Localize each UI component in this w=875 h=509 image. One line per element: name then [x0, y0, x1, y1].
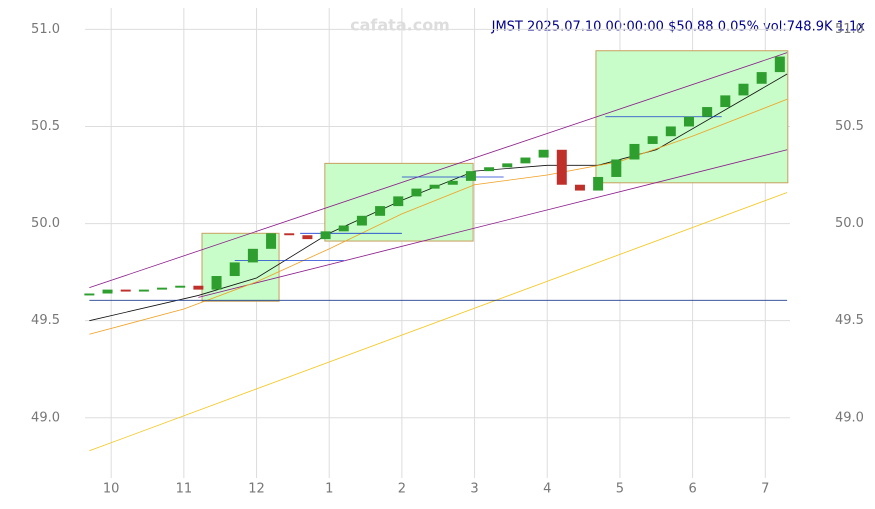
y-tick-label: 51.0	[31, 22, 60, 37]
candle	[683, 116, 694, 127]
candle	[502, 163, 513, 168]
x-tick-label: 11	[176, 482, 193, 497]
candle	[266, 233, 277, 249]
candle	[138, 289, 149, 292]
y-tick-label: 50.0	[31, 216, 60, 231]
candle	[702, 107, 713, 117]
x-tick-label: 1	[325, 482, 333, 497]
candle	[338, 225, 349, 232]
candle	[229, 262, 240, 277]
chart-title: JMST 2025.07.10 00:00:00 $50.88 0.05% vo…	[491, 20, 866, 35]
overlay-line	[198, 149, 788, 298]
overlay-line	[89, 192, 788, 452]
x-tick-label: 3	[470, 482, 478, 497]
candle	[465, 171, 476, 181]
y-tick-label-right: 49.5	[835, 313, 864, 328]
candle	[720, 95, 731, 108]
candle	[520, 157, 531, 164]
candle	[738, 83, 749, 96]
candle	[157, 287, 168, 290]
candle	[175, 285, 186, 288]
candle	[84, 293, 95, 296]
overlay-line	[89, 52, 788, 289]
candle	[647, 136, 658, 144]
candle	[611, 159, 622, 177]
overlay-line	[89, 98, 788, 335]
candle	[593, 176, 604, 191]
candle	[556, 149, 567, 185]
x-tick-label: 4	[543, 482, 551, 497]
y-tick-label-right: 50.5	[835, 119, 864, 134]
candle	[574, 184, 585, 191]
x-tick-label: 12	[248, 482, 265, 497]
x-tick-label: 6	[688, 482, 696, 497]
y-tick-label-right: 50.0	[835, 216, 864, 231]
candle	[411, 188, 422, 197]
candle	[629, 143, 640, 160]
x-tick-label: 2	[398, 482, 406, 497]
candle	[538, 149, 549, 158]
y-tick-label: 50.5	[31, 119, 60, 134]
candle	[320, 231, 331, 240]
candle	[393, 196, 404, 207]
candle	[774, 56, 785, 73]
candle	[302, 235, 313, 240]
candle	[284, 233, 295, 236]
candle	[102, 289, 113, 294]
candle	[447, 180, 458, 185]
y-tick-label: 49.0	[31, 410, 60, 425]
candle	[429, 184, 440, 189]
x-tick-label: 10	[103, 482, 120, 497]
candle	[211, 276, 222, 290]
y-tick-label-right: 51.0	[835, 22, 864, 37]
y-tick-label: 49.5	[31, 313, 60, 328]
candle	[247, 248, 258, 263]
x-tick-label: 5	[616, 482, 624, 497]
candle	[665, 126, 676, 137]
watermark: cafata.com	[350, 16, 450, 35]
x-tick-label: 7	[761, 482, 769, 497]
candle	[193, 285, 204, 290]
y-tick-label-right: 49.0	[835, 410, 864, 425]
candle	[756, 72, 767, 84]
candle	[484, 167, 495, 172]
candle	[356, 215, 367, 226]
candle	[120, 289, 131, 292]
candle	[375, 206, 386, 216]
